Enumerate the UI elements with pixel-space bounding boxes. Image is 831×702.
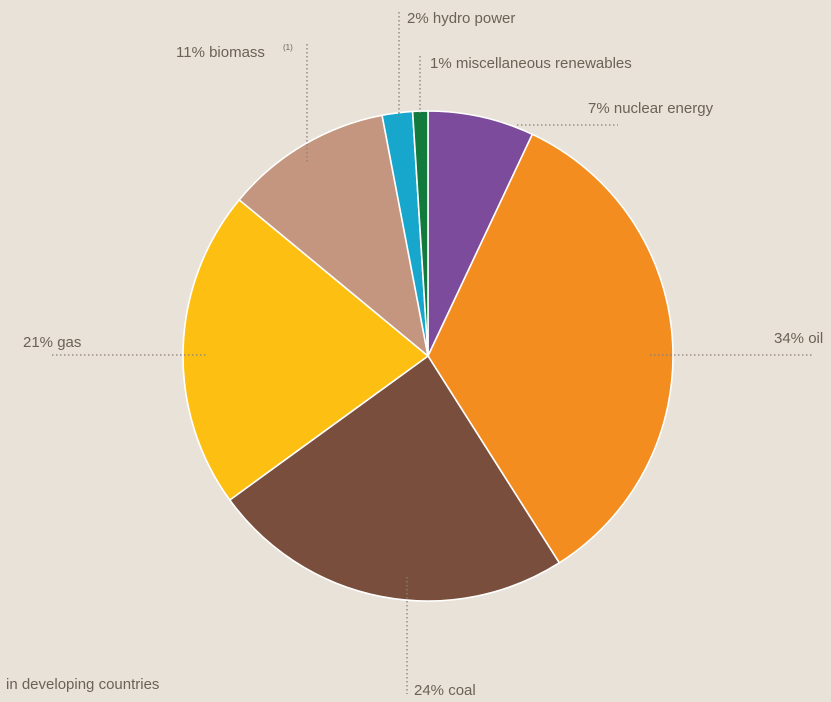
label-oil: 34% oil: [774, 330, 823, 347]
label-gas: 21% gas: [23, 334, 81, 351]
footnote-text: in developing countries: [6, 676, 159, 693]
label-nuclear: 7% nuclear energy: [588, 100, 714, 117]
pie-slice-misc: [411, 110, 429, 357]
pie-slice-gas: [182, 198, 430, 502]
pie-slice-biomass: [238, 114, 430, 359]
leader-lines: [52, 12, 813, 694]
label-coal: 24% coal: [414, 682, 476, 699]
slice-labels: 2% hydro power 1% miscellaneous renewabl…: [6, 10, 823, 699]
pie-slice-nuclear: [427, 110, 534, 357]
pie-slice-oil: [427, 133, 674, 564]
label-biomass: 11% biomass: [176, 44, 265, 61]
pie-slices: [182, 110, 674, 602]
label-hydro: 2% hydro power: [407, 10, 515, 27]
label-misc: 1% miscellaneous renewables: [430, 55, 632, 72]
pie-slice-coal: [228, 354, 561, 602]
label-biomass-footnote: (1): [283, 43, 293, 52]
